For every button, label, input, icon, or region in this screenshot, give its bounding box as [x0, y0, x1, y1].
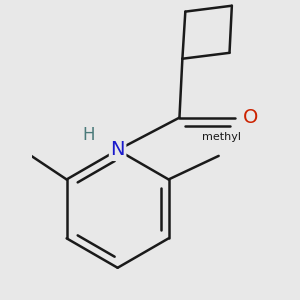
Text: O: O	[242, 108, 258, 127]
Text: methyl: methyl	[202, 132, 241, 142]
Text: N: N	[110, 140, 125, 160]
Text: H: H	[82, 126, 94, 144]
